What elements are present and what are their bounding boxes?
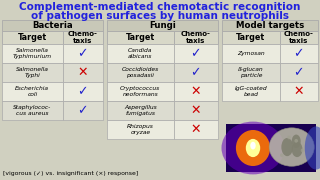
Text: ✕: ✕ bbox=[190, 104, 201, 117]
Text: Zymosan: Zymosan bbox=[237, 51, 265, 56]
FancyBboxPatch shape bbox=[280, 82, 318, 101]
FancyBboxPatch shape bbox=[2, 31, 63, 44]
FancyBboxPatch shape bbox=[63, 44, 103, 63]
FancyBboxPatch shape bbox=[222, 20, 318, 31]
FancyBboxPatch shape bbox=[280, 31, 318, 44]
Text: ✓: ✓ bbox=[77, 85, 88, 98]
FancyBboxPatch shape bbox=[2, 63, 63, 82]
Ellipse shape bbox=[301, 148, 304, 152]
Text: Rhizopus
oryzae: Rhizopus oryzae bbox=[127, 124, 154, 135]
Text: Chemo-
taxis: Chemo- taxis bbox=[284, 31, 314, 44]
FancyBboxPatch shape bbox=[63, 82, 103, 101]
FancyBboxPatch shape bbox=[63, 31, 103, 44]
Text: Salmonella
Typhi: Salmonella Typhi bbox=[16, 67, 49, 78]
FancyBboxPatch shape bbox=[107, 63, 173, 82]
FancyBboxPatch shape bbox=[107, 120, 173, 139]
FancyBboxPatch shape bbox=[173, 101, 218, 120]
FancyBboxPatch shape bbox=[226, 124, 316, 172]
Text: of pathogen surfaces by human neutrophils: of pathogen surfaces by human neutrophil… bbox=[31, 11, 289, 21]
Ellipse shape bbox=[236, 130, 270, 166]
Text: Escherichia
coli: Escherichia coli bbox=[15, 86, 49, 97]
Text: Coccidioides
posadasii: Coccidioides posadasii bbox=[122, 67, 159, 78]
FancyBboxPatch shape bbox=[222, 82, 280, 101]
FancyBboxPatch shape bbox=[173, 63, 218, 82]
Text: Model targets: Model targets bbox=[236, 21, 304, 30]
Text: IgG-coated
bead: IgG-coated bead bbox=[235, 86, 267, 97]
Ellipse shape bbox=[221, 122, 284, 174]
FancyBboxPatch shape bbox=[2, 44, 63, 63]
Text: ✓: ✓ bbox=[190, 47, 201, 60]
Text: ✕: ✕ bbox=[77, 66, 88, 79]
Ellipse shape bbox=[246, 139, 260, 157]
Ellipse shape bbox=[250, 142, 256, 149]
FancyBboxPatch shape bbox=[222, 44, 280, 63]
FancyBboxPatch shape bbox=[107, 20, 218, 31]
Ellipse shape bbox=[287, 136, 291, 139]
Text: ✕: ✕ bbox=[190, 85, 201, 98]
Text: Aspergillus
fumigatus: Aspergillus fumigatus bbox=[124, 105, 157, 116]
Text: Chemo-
taxis: Chemo- taxis bbox=[68, 31, 98, 44]
Text: Candida
albicans: Candida albicans bbox=[128, 48, 153, 59]
FancyBboxPatch shape bbox=[173, 44, 218, 63]
FancyBboxPatch shape bbox=[280, 44, 318, 63]
Text: Chemo-
taxis: Chemo- taxis bbox=[181, 31, 211, 44]
Text: Complement-mediated chemotactic recognition: Complement-mediated chemotactic recognit… bbox=[19, 2, 301, 12]
FancyBboxPatch shape bbox=[2, 20, 103, 31]
Text: Target: Target bbox=[126, 33, 155, 42]
Text: ✓: ✓ bbox=[293, 66, 304, 79]
FancyBboxPatch shape bbox=[222, 63, 280, 82]
Text: Target: Target bbox=[236, 33, 265, 42]
Text: ✓: ✓ bbox=[293, 47, 304, 60]
Text: Target: Target bbox=[18, 33, 47, 42]
Text: [vigorous (✓) vs. insignificant (×) response]: [vigorous (✓) vs. insignificant (×) resp… bbox=[3, 170, 138, 175]
Ellipse shape bbox=[281, 138, 293, 156]
Text: Staphylococ-
cus aureus: Staphylococ- cus aureus bbox=[13, 105, 52, 116]
Ellipse shape bbox=[294, 139, 298, 143]
Ellipse shape bbox=[280, 153, 284, 157]
FancyBboxPatch shape bbox=[222, 31, 280, 44]
Text: ✕: ✕ bbox=[293, 85, 304, 98]
Text: Salmonella
Typhimurium: Salmonella Typhimurium bbox=[13, 48, 52, 59]
Text: Cryptococcus
neoformans: Cryptococcus neoformans bbox=[120, 86, 160, 97]
Ellipse shape bbox=[269, 128, 314, 166]
Ellipse shape bbox=[305, 126, 320, 170]
FancyBboxPatch shape bbox=[173, 82, 218, 101]
Text: Bacteria: Bacteria bbox=[32, 21, 73, 30]
Text: ✓: ✓ bbox=[77, 47, 88, 60]
FancyBboxPatch shape bbox=[107, 31, 173, 44]
FancyBboxPatch shape bbox=[2, 101, 63, 120]
FancyBboxPatch shape bbox=[107, 101, 173, 120]
FancyBboxPatch shape bbox=[173, 31, 218, 44]
FancyBboxPatch shape bbox=[107, 44, 173, 63]
FancyBboxPatch shape bbox=[63, 101, 103, 120]
FancyBboxPatch shape bbox=[173, 120, 218, 139]
Text: ✓: ✓ bbox=[190, 66, 201, 79]
FancyBboxPatch shape bbox=[63, 63, 103, 82]
FancyBboxPatch shape bbox=[107, 82, 173, 101]
Ellipse shape bbox=[292, 135, 301, 148]
Text: ✕: ✕ bbox=[190, 123, 201, 136]
FancyBboxPatch shape bbox=[280, 63, 318, 82]
Text: ß-glucan
particle: ß-glucan particle bbox=[238, 67, 264, 78]
FancyBboxPatch shape bbox=[2, 82, 63, 101]
Text: Fungi: Fungi bbox=[149, 21, 176, 30]
Text: ✓: ✓ bbox=[77, 104, 88, 117]
Ellipse shape bbox=[292, 142, 302, 157]
